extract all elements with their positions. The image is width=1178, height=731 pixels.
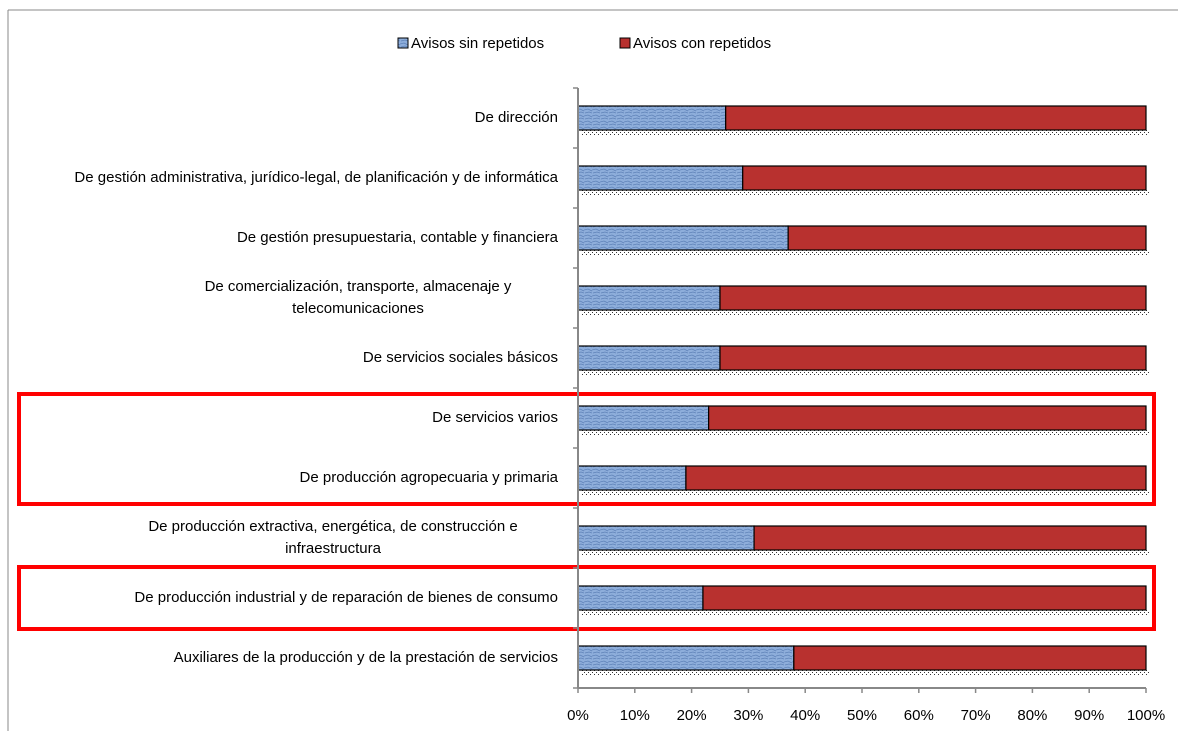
bar-segment	[577, 285, 721, 311]
y-tick-label: De producción industrial y de reparación…	[134, 589, 558, 606]
bar-segment	[577, 165, 744, 191]
bar-segment	[719, 285, 1147, 311]
y-tick-label: De servicios varios	[432, 409, 558, 426]
bar-segment	[577, 465, 687, 491]
y-tick-label: De dirección	[474, 109, 558, 126]
bar-segment	[577, 345, 721, 371]
bar-segment	[577, 405, 710, 431]
bar-shadow	[582, 370, 1150, 376]
legend-swatch	[619, 37, 631, 49]
bar-shadow	[582, 250, 1150, 256]
bar-segment	[702, 585, 1147, 611]
bar-shadow	[582, 190, 1150, 196]
y-tick-label: De producción agropecuaria y primaria	[299, 469, 558, 486]
x-tick-label: 100%	[1127, 707, 1165, 724]
bar-shadow	[582, 310, 1150, 316]
x-tick-label: 80%	[1017, 707, 1047, 724]
x-tick-label: 40%	[790, 707, 820, 724]
chart-frame	[7, 9, 1178, 731]
bar-segment	[577, 225, 789, 251]
x-tick-label: 50%	[847, 707, 877, 724]
y-tick-label: De gestión presupuestaria, contable y fi…	[236, 229, 558, 246]
highlight-box	[17, 392, 1156, 506]
legend-swatch	[397, 37, 409, 49]
highlight-box	[17, 565, 1156, 631]
bar-segment	[708, 405, 1147, 431]
y-tick-label: De servicios sociales básicos	[362, 349, 558, 366]
x-tick-label: 10%	[620, 707, 650, 724]
bar-segment	[577, 105, 727, 131]
x-tick-label: 30%	[733, 707, 763, 724]
x-tick-label: 70%	[961, 707, 991, 724]
bar-segment	[793, 645, 1147, 671]
bar-segment	[685, 465, 1147, 491]
bar-segment	[742, 165, 1147, 191]
bar-segment	[577, 585, 704, 611]
y-tick-label: De producción extractiva, energética, de…	[148, 518, 518, 557]
y-tick-label: Auxiliares de la producción y de la pres…	[173, 649, 558, 666]
x-tick-label: 60%	[904, 707, 934, 724]
bar-shadow	[582, 610, 1150, 616]
bar-segment	[753, 525, 1147, 551]
bar-segment	[577, 645, 795, 671]
legend-label: Avisos con repetidos	[633, 35, 771, 52]
legend-label: Avisos sin repetidos	[411, 35, 544, 52]
bar-segment	[719, 345, 1147, 371]
y-tick-label: De gestión administrativa, jurídico-lega…	[74, 169, 558, 186]
x-tick-label: 0%	[567, 707, 589, 724]
bar-shadow	[582, 430, 1150, 436]
x-tick-label: 20%	[677, 707, 707, 724]
bar-shadow	[582, 550, 1150, 556]
bar-shadow	[582, 130, 1150, 136]
bar-segment	[577, 525, 755, 551]
x-tick-label: 90%	[1074, 707, 1104, 724]
bar-segment	[725, 105, 1147, 131]
bar-shadow	[582, 670, 1150, 676]
bar-shadow	[582, 490, 1150, 496]
bar-segment	[787, 225, 1147, 251]
y-tick-label: De comercialización, transporte, almacen…	[204, 278, 512, 317]
